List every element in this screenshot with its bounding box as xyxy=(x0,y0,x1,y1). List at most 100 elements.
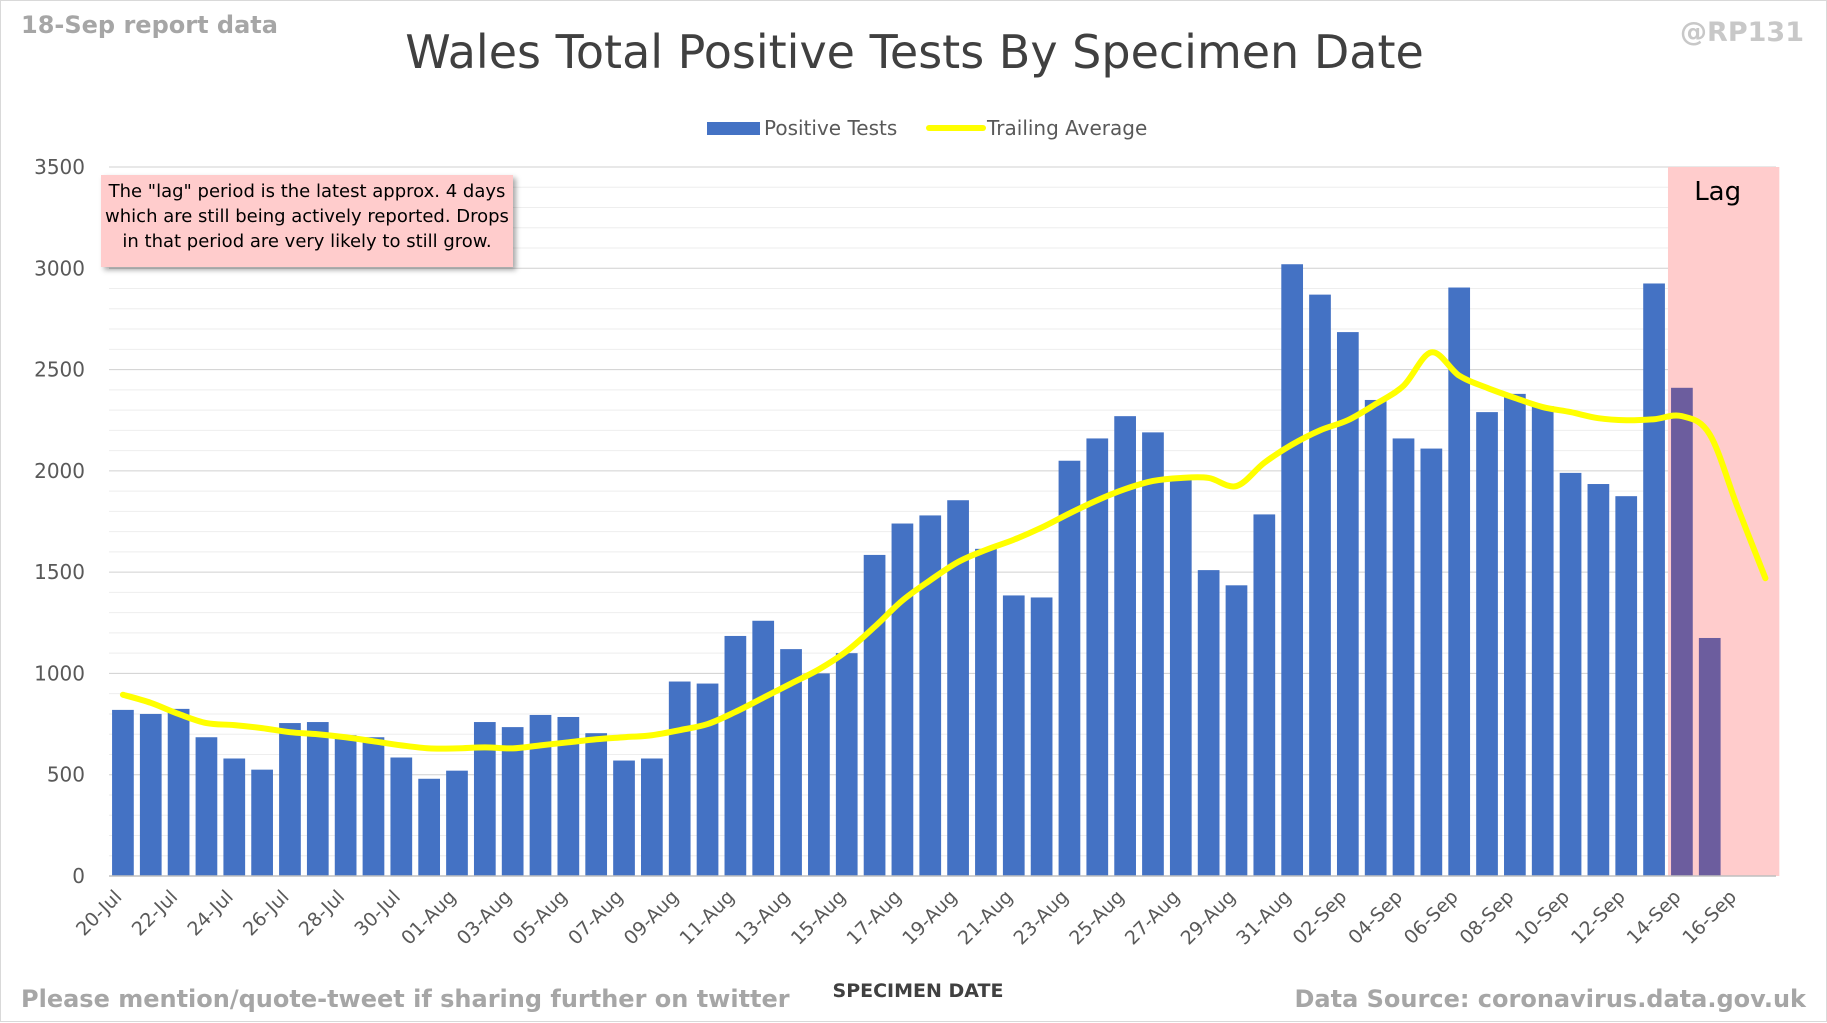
x-tick-label: 24-Jul xyxy=(183,886,237,940)
bar xyxy=(1142,432,1164,876)
bar xyxy=(112,709,134,876)
y-tick-label: 3500 xyxy=(34,155,85,179)
bar xyxy=(919,515,942,876)
x-tick-label: 01-Aug xyxy=(397,886,460,949)
x-tick-label: 20-Jul xyxy=(72,886,126,940)
report-date-label: 18-Sep report data xyxy=(21,11,278,39)
y-tick-label: 0 xyxy=(72,864,85,888)
bar xyxy=(529,714,552,876)
x-tick-label: 10-Sep xyxy=(1511,886,1574,949)
legend-label: Trailing Average xyxy=(986,116,1147,140)
bar xyxy=(446,770,468,876)
bar xyxy=(334,735,357,876)
bar xyxy=(473,722,496,876)
bar xyxy=(557,716,580,876)
y-tick-label: 500 xyxy=(47,763,85,787)
bar xyxy=(1420,448,1443,876)
bar xyxy=(891,523,914,876)
bar xyxy=(167,708,190,876)
x-tick-label: 12-Sep xyxy=(1567,886,1630,949)
bar xyxy=(195,737,218,876)
bar xyxy=(1086,438,1109,876)
bar xyxy=(1448,287,1471,876)
x-tick-label: 19-Aug xyxy=(898,886,961,949)
bar xyxy=(390,757,413,876)
x-tick-label: 06-Sep xyxy=(1400,886,1463,949)
bar xyxy=(641,758,663,876)
bar xyxy=(1587,484,1610,876)
bar xyxy=(1364,399,1387,876)
x-tick-label: 15-Aug xyxy=(787,886,850,949)
x-tick-label: 08-Sep xyxy=(1456,886,1519,949)
bar xyxy=(1336,332,1359,876)
bar xyxy=(696,683,719,876)
x-tick-label: 17-Aug xyxy=(843,886,906,949)
bar xyxy=(139,713,162,876)
bar xyxy=(1643,283,1665,876)
author-handle: @RP131 xyxy=(1680,17,1804,48)
legend-label: Positive Tests xyxy=(764,116,897,140)
chart-title: Wales Total Positive Tests By Specimen D… xyxy=(405,25,1424,79)
bar xyxy=(1698,637,1721,876)
bar xyxy=(1030,597,1053,876)
x-tick-label: 22-Jul xyxy=(128,886,182,940)
bar xyxy=(251,769,273,876)
y-tick-label: 2500 xyxy=(34,358,85,382)
y-tick-label: 2000 xyxy=(34,459,85,483)
x-tick-label: 14-Sep xyxy=(1623,886,1686,949)
bar xyxy=(808,673,830,876)
bar xyxy=(1253,514,1276,876)
x-tick-label: 23-Aug xyxy=(1010,886,1073,949)
x-tick-label: 21-Aug xyxy=(954,886,1017,949)
annotation-line: which are still being actively reported.… xyxy=(105,206,509,227)
footer-mention-note: Please mention/quote-tweet if sharing fu… xyxy=(21,985,790,1013)
bar xyxy=(752,620,775,876)
x-tick-label: 28-Jul xyxy=(295,886,349,940)
bar xyxy=(418,778,441,876)
x-tick-label: 29-Aug xyxy=(1177,886,1240,949)
bar xyxy=(724,635,747,876)
bar xyxy=(1197,570,1220,876)
x-tick-label: 27-Aug xyxy=(1121,886,1184,949)
bar xyxy=(613,760,635,876)
bar xyxy=(306,722,329,876)
x-tick-label: 31-Aug xyxy=(1232,886,1295,949)
bar xyxy=(1058,460,1081,876)
annotation-line: The "lag" period is the latest approx. 4… xyxy=(108,181,506,202)
bar xyxy=(1281,264,1304,877)
bar xyxy=(863,554,886,876)
x-tick-label: 02-Sep xyxy=(1289,886,1352,949)
x-tick-label: 07-Aug xyxy=(564,886,627,949)
footer-data-source: Data Source: coronavirus.data.gov.uk xyxy=(1294,985,1807,1013)
bar xyxy=(947,500,969,876)
bar xyxy=(1392,438,1415,876)
x-tick-label: 30-Jul xyxy=(350,886,404,940)
annotation-line: in that period are very likely to still … xyxy=(122,231,492,252)
x-tick-label: 09-Aug xyxy=(620,886,683,949)
x-tick-label: 25-Aug xyxy=(1065,886,1128,949)
y-tick-label: 1500 xyxy=(34,560,85,584)
bar xyxy=(279,723,301,876)
x-tick-label: 11-Aug xyxy=(675,886,738,949)
bar xyxy=(1559,472,1582,876)
x-tick-label: 04-Sep xyxy=(1344,886,1407,949)
bar xyxy=(1476,412,1498,876)
bar xyxy=(1002,595,1025,876)
bar xyxy=(1671,387,1693,876)
y-tick-label: 1000 xyxy=(34,661,85,685)
bar xyxy=(835,653,858,876)
x-tick-label: 16-Sep xyxy=(1678,886,1741,949)
x-tick-label: 26-Jul xyxy=(239,886,293,940)
bar xyxy=(975,548,997,876)
bar xyxy=(501,727,524,876)
bar xyxy=(1309,294,1331,876)
bar xyxy=(1114,416,1136,876)
x-tick-label: 13-Aug xyxy=(731,886,794,949)
lag-annotation-box: The "lag" period is the latest approx. 4… xyxy=(101,175,513,267)
bar xyxy=(1169,478,1192,876)
bar xyxy=(223,758,246,876)
x-axis-title: SPECIMEN DATE xyxy=(833,980,1004,1002)
bar xyxy=(1615,496,1638,876)
